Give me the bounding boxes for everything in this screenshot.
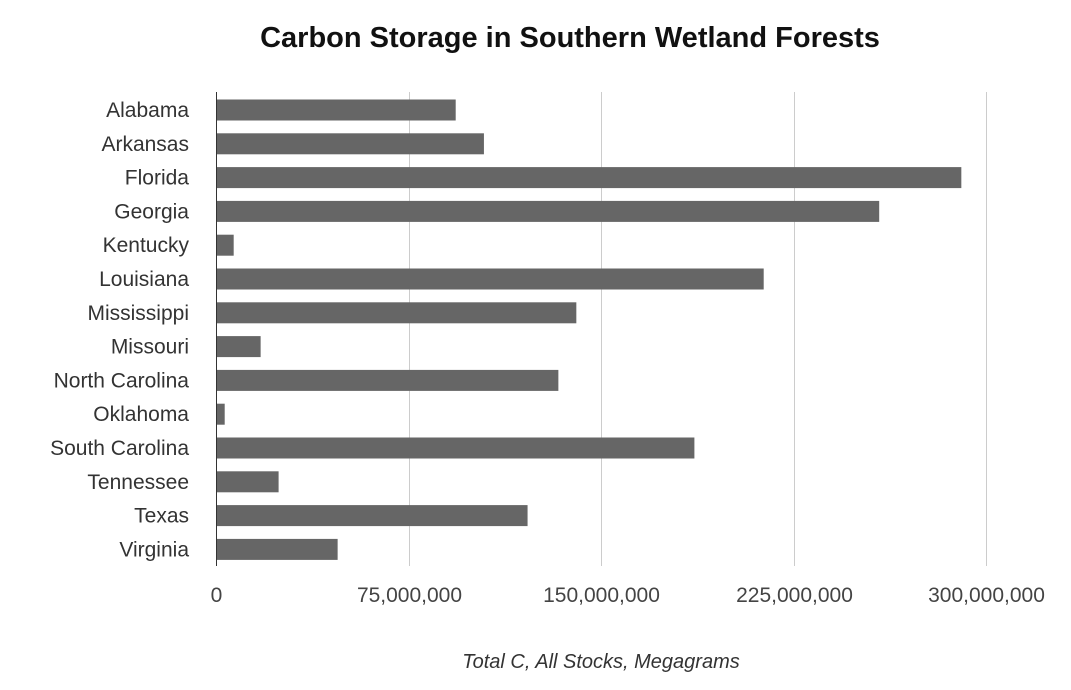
bar [217,167,962,189]
category-label: Louisiana [99,268,189,291]
category-label: Florida [125,167,190,190]
category-label: Arkansas [101,133,189,156]
x-tick-label: 300,000,000 [928,584,1045,607]
bar [217,268,764,290]
category-label: Missouri [111,336,189,359]
x-tick-label: 0 [211,584,223,607]
bar [217,403,225,425]
bars [217,99,962,560]
bar [217,234,234,256]
bar [217,302,577,324]
x-tick-label: 225,000,000 [736,584,853,607]
category-label: Mississippi [87,302,189,325]
bar [217,133,484,155]
chart-title: Carbon Storage in Southern Wetland Fores… [260,22,880,54]
x-tick-labels: 0 75,000,000 150,000,000 225,000,000 300,000… [211,584,1045,607]
category-labels: Alabama Arkansas Florida Georgia Kentucky Lou… [50,99,189,561]
category-label: Georgia [114,200,189,223]
gridlines [216,92,987,566]
category-label: Oklahoma [93,403,189,426]
category-label: Texas [134,505,189,528]
bar [217,99,456,121]
category-label: Kentucky [103,234,190,257]
category-label: Virginia [119,538,189,561]
x-tick-label: 75,000,000 [357,584,462,607]
bar [217,538,338,560]
bar [217,437,695,459]
bar [217,336,261,358]
category-label: North Carolina [54,369,190,392]
x-tick-label: 150,000,000 [543,584,660,607]
category-label: Alabama [106,99,189,122]
x-axis-label: Total C, All Stocks, Megagrams [462,651,740,673]
bar [217,200,880,222]
category-label: Tennessee [87,471,189,494]
category-label: South Carolina [50,437,189,460]
bar [217,369,559,391]
bar [217,505,528,527]
bar [217,471,279,493]
